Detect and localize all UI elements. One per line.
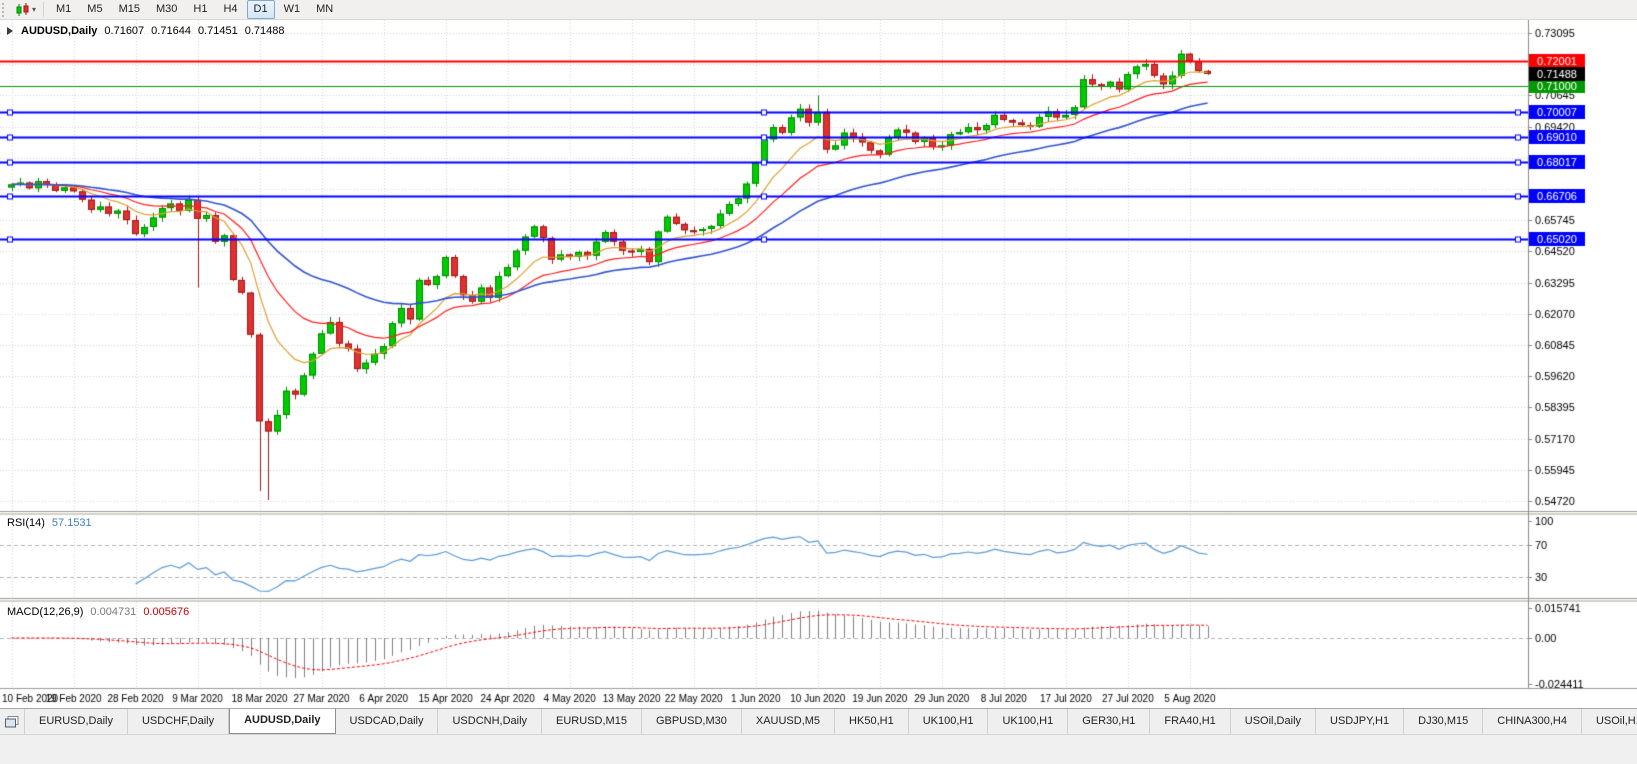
rsi-name: RSI(14) xyxy=(7,517,45,529)
candlestick-chart-icon xyxy=(16,2,29,16)
timeframe-button-w1[interactable]: W1 xyxy=(283,3,301,15)
chart-window[interactable]: AUDUSD,Daily 0.71607 0.71644 0.71451 0.7… xyxy=(0,20,1637,708)
chart-tab-usdchf-daily[interactable]: USDCHF,Daily xyxy=(128,709,230,734)
chart-tab-xauusd-m5[interactable]: XAUUSD,M5 xyxy=(742,709,836,734)
timeframe-button-m15[interactable]: M15 xyxy=(118,3,140,15)
chart-type-button[interactable]: ▾ xyxy=(12,2,39,18)
timeframe-button-d1[interactable]: D1 xyxy=(246,0,275,19)
chart-open-value: 0.71607 xyxy=(104,25,145,37)
chart-tab-usoil-h1[interactable]: USOil,H1 xyxy=(1582,709,1637,734)
status-bar xyxy=(0,734,1637,764)
dropdown-caret-icon: ▾ xyxy=(32,4,37,14)
timeframe-button-h1[interactable]: H1 xyxy=(193,3,208,15)
chart-tab-uk100-h1[interactable]: UK100,H1 xyxy=(988,709,1069,734)
timeframe-button-m5[interactable]: M5 xyxy=(87,3,103,15)
chart-tabs-bar: EURUSD,Daily USDCHF,Daily AUDUSD,Daily USDC… xyxy=(0,708,1637,734)
timeframe-button-m30[interactable]: M30 xyxy=(155,3,178,15)
macd-name: MACD(12,26,9) xyxy=(7,606,84,618)
chart-tab-fra40-h1[interactable]: FRA40,H1 xyxy=(1150,709,1231,734)
macd-signal-value: 0.005676 xyxy=(143,606,190,618)
chart-tab-audusd-daily[interactable]: AUDUSD,Daily xyxy=(229,709,336,734)
chart-tab-china300-h4[interactable]: CHINA300,H4 xyxy=(1483,709,1582,734)
rsi-value: 57.1531 xyxy=(51,517,92,529)
chart-tabs: EURUSD,Daily USDCHF,Daily AUDUSD,Daily USDC… xyxy=(25,709,1637,734)
one-click-trading-arrow[interactable] xyxy=(7,27,13,35)
chart-tab-usdcnh-daily[interactable]: USDCNH,Daily xyxy=(438,709,543,734)
timeframe-button-mn[interactable]: MN xyxy=(316,3,334,15)
chart-close-value: 0.71488 xyxy=(244,25,285,37)
toolbar-separator xyxy=(43,2,45,17)
macd-indicator-label: MACD(12,26,9) 0.004731 0.005676 xyxy=(7,606,189,618)
chart-tab-eurusd-m15[interactable]: EURUSD,M15 xyxy=(542,709,642,734)
chart-tab-ger30-h1[interactable]: GER30,H1 xyxy=(1068,709,1151,734)
chart-symbol-period: AUDUSD,Daily xyxy=(21,25,98,37)
chart-tab-uk100-h1[interactable]: UK100,H1 xyxy=(909,709,989,734)
timeframe-button-m1[interactable]: M1 xyxy=(56,3,72,15)
timeframe-button-h4[interactable]: H4 xyxy=(223,3,238,15)
timeframe-toolbar: M1 M5 M15 M30 H1 H4 D1 W1 MN xyxy=(48,0,341,20)
chart-tab-usdjpy-h1[interactable]: USDJPY,H1 xyxy=(1316,709,1405,734)
price-chart-canvas[interactable] xyxy=(0,20,1637,708)
chart-tab-dj30-m15[interactable]: DJ30,M15 xyxy=(1404,709,1484,734)
chart-tab-gbpusd-m30[interactable]: GBPUSD,M30 xyxy=(642,709,742,734)
chart-low-value: 0.71451 xyxy=(197,25,238,37)
rsi-indicator-label: RSI(14) 57.1531 xyxy=(7,517,92,529)
toolbar-grip[interactable] xyxy=(2,2,9,17)
chart-tab-usoil-daily[interactable]: USOil,Daily xyxy=(1231,709,1317,734)
macd-main-value: 0.004731 xyxy=(90,606,137,618)
period-toolbar: ▾ M1 M5 M15 M30 H1 H4 D1 W1 MN xyxy=(0,0,1637,20)
chart-high-value: 0.71644 xyxy=(151,25,191,37)
chart-title: AUDUSD,Daily 0.71607 0.71644 0.71451 0.7… xyxy=(7,25,284,37)
chart-tab-eurusd-daily[interactable]: EURUSD,Daily xyxy=(25,709,128,734)
chart-tab-hk50-h1[interactable]: HK50,H1 xyxy=(835,709,909,734)
charts-list-icon[interactable] xyxy=(0,709,25,734)
chart-tab-usdcad-daily[interactable]: USDCAD,Daily xyxy=(336,709,439,734)
